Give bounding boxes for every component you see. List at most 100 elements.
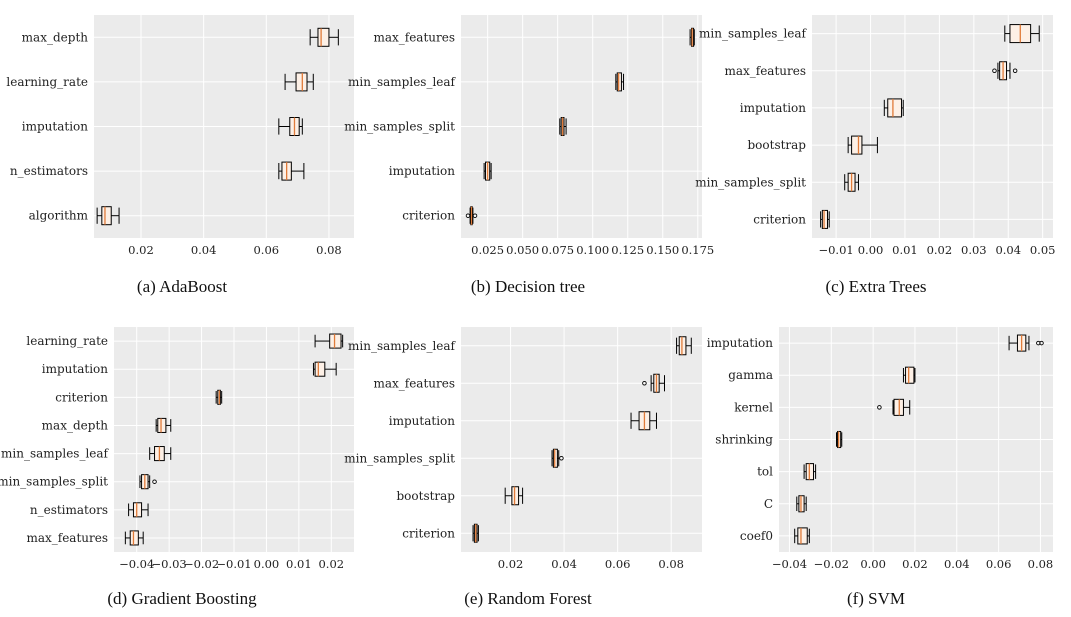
x-tick-label: 0.00 [860,557,886,571]
x-tick-label: 0.08 [316,243,342,257]
category-label: n_estimators [10,164,88,178]
box-iqr [132,502,143,518]
category-label: kernel [734,400,773,414]
x-tick-label: 0.075 [541,243,574,257]
outlier-point [642,381,647,386]
box-imputation [483,161,492,181]
outlier-point [877,405,882,410]
box-iqr [129,530,139,546]
category-label: max_depth [42,418,109,432]
plot-background [461,327,702,552]
box-n-estimators [128,502,149,518]
category-label: min_samples_split [695,175,806,189]
panel-b: 0.025 0.050 0.075 0.100 0.125 0.150 0.175 max_f… [344,15,714,296]
box-iqr [295,72,308,92]
x-tick-label: 0.02 [128,243,154,257]
box-iqr [616,72,622,92]
category-label: min_samples_leaf [348,339,457,353]
x-tick-label: 0.03 [961,243,987,257]
boxplot-extra-trees: −0.01 0.00 0.01 0.02 0.03 0.04 0.05 min_samples… [695,15,1055,257]
outlier-point [1012,68,1018,73]
caption-b: (b) Decision tree [471,277,585,296]
category-label: criterion [753,212,806,226]
box-C [796,495,807,513]
category-label: tol [757,465,773,479]
box-min-samples-leaf [149,446,172,462]
panel-d: −0.04−0.03−0.02−0.01 0.00 0.01 0.02 learning… [0,327,354,608]
box-criterion [820,209,830,229]
box-iqr [678,336,687,356]
x-tick-label: −0.04 [772,557,807,571]
box-iqr [552,448,558,468]
box-learning-rate [284,72,314,92]
caption-a: (a) AdaBoost [137,277,227,296]
category-label: min_samples_split [0,475,108,489]
x-tick-label: 0.01 [286,557,312,571]
category-label: learning_rate [26,334,108,348]
outlier-point [559,456,564,461]
x-tick-label: −0.02 [184,557,219,571]
caption-e: (e) Random Forest [464,589,592,608]
x-tick-label: −0.03 [152,557,187,571]
box-min-samples-split [844,172,859,192]
caption-d: (d) Gradient Boosting [107,589,257,608]
box-bootstrap [847,135,878,155]
box-iqr [329,333,342,349]
box-imputation [312,361,337,377]
category-label: max_features [26,531,108,545]
x-tick-label: 0.050 [506,243,539,257]
x-tick-label: 0.00 [254,557,280,571]
x-tick-label: 0.175 [681,243,714,257]
box-imputation [883,98,904,118]
x-tick-label: 0.04 [995,243,1021,257]
box-iqr [887,98,903,118]
boxplot-gradient-boosting: −0.04−0.03−0.02−0.01 0.00 0.01 0.02 learning… [0,327,354,571]
x-tick-label: −0.01 [818,243,853,257]
box-iqr [314,361,326,377]
category-label: bootstrap [396,489,455,503]
category-label: criterion [55,390,108,404]
box-tol [803,463,817,481]
x-tick-label: 0.02 [927,243,953,257]
category-label: max_depth [22,30,89,44]
outlier-point [152,479,157,484]
category-label: imputation [42,362,108,376]
x-tick-label: 0.06 [253,243,279,257]
box-min-samples-split [551,448,564,468]
caption-f: (f) SVM [847,589,905,608]
box-bootstrap [504,486,524,506]
x-tick-label: 0.00 [858,243,884,257]
category-label: min_samples_leaf [699,27,808,41]
box-iqr [905,366,915,384]
boxplot-decision-tree: 0.025 0.050 0.075 0.100 0.125 0.150 0.175 max_f… [344,15,714,257]
category-label: coef0 [740,529,773,543]
box-min-samples-leaf [1004,24,1040,44]
x-tick-label: 0.125 [611,243,644,257]
panel-e: 0.02 0.04 0.06 0.08 min_samples_leaf max_feat… [344,327,702,608]
category-label: max_features [373,376,455,390]
category-label: imputation [740,101,806,115]
box-iqr [511,486,520,506]
category-label: imputation [22,120,88,134]
x-tick-label: −0.04 [119,557,154,571]
box-iqr [797,527,808,545]
outlier-point [472,213,478,218]
x-tick-label: 0.06 [986,557,1012,571]
category-label: imputation [389,414,455,428]
box-learning-rate [314,333,344,349]
plot-background [812,15,1053,238]
box-gamma [902,366,916,384]
x-tick-label: 0.04 [944,557,970,571]
box-max-features [124,530,144,546]
x-tick-label: 0.02 [498,557,524,571]
category-label: n_estimators [30,503,108,517]
x-tick-label: 0.06 [605,557,631,571]
x-tick-label: 0.02 [318,557,344,571]
category-label: max_features [724,64,806,78]
box-criterion [465,206,478,226]
x-tick-label: 0.025 [471,243,504,257]
box-iqr [317,27,330,47]
box-min-samples-leaf [615,72,625,92]
box-imputation [1008,334,1044,352]
